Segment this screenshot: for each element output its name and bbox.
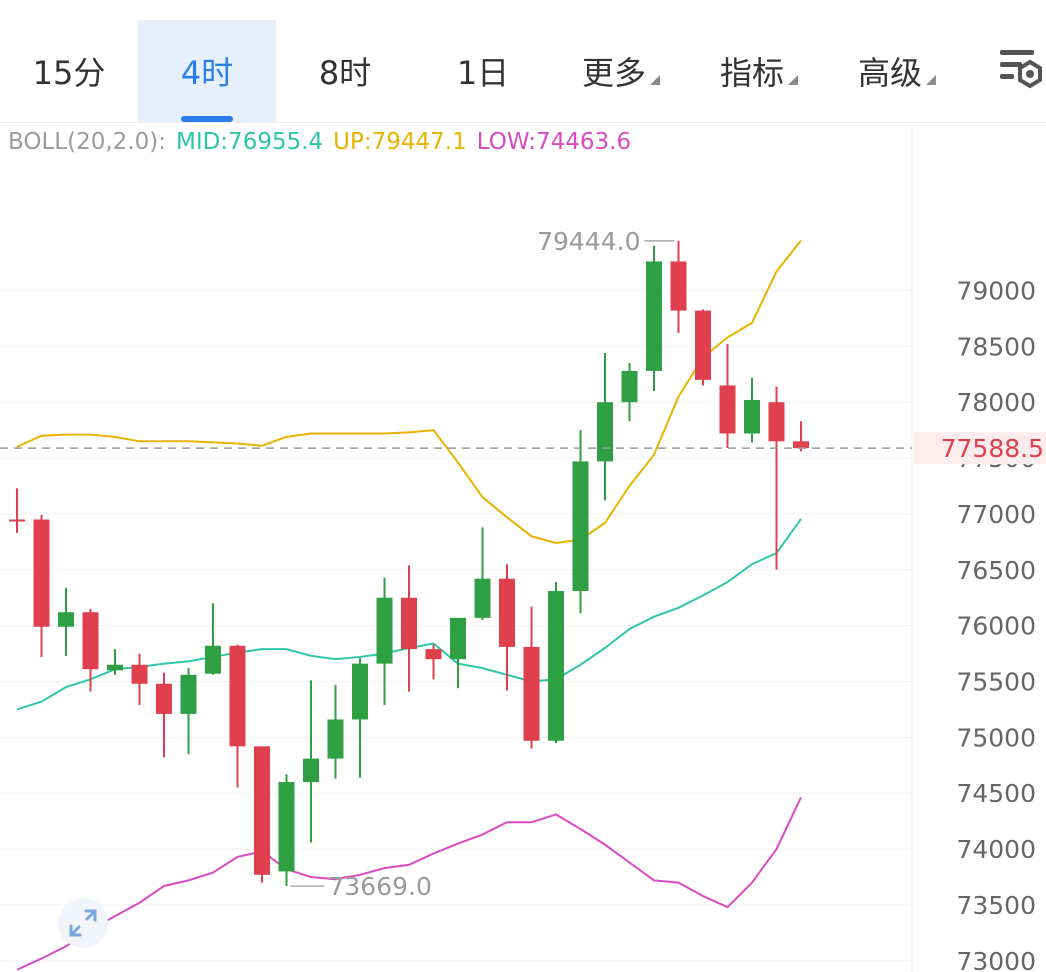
candle-body bbox=[646, 261, 662, 371]
candle-body bbox=[9, 519, 25, 522]
y-tick-label: 75500 bbox=[956, 668, 1036, 697]
candle-body bbox=[670, 261, 687, 311]
y-tick-label: 73500 bbox=[956, 891, 1036, 920]
y-tick-label: 78500 bbox=[956, 332, 1036, 361]
candle-body bbox=[205, 645, 221, 674]
candle-body bbox=[278, 782, 295, 872]
current-price-badge bbox=[914, 432, 1046, 465]
y-tick-label: 77000 bbox=[956, 500, 1036, 529]
candle-body bbox=[597, 402, 613, 462]
candle-body bbox=[327, 719, 344, 759]
dropdown-caret-icon bbox=[650, 75, 660, 85]
dropdown-caret-icon bbox=[926, 75, 936, 85]
boll-mid: MID:76955.4 bbox=[175, 129, 324, 155]
boll-up: UP:79447.1 bbox=[333, 129, 467, 155]
tab-5[interactable]: 指标 bbox=[690, 20, 828, 122]
candle-body bbox=[474, 578, 491, 618]
candle-body bbox=[303, 758, 319, 783]
expand-arrows-icon[interactable] bbox=[58, 898, 108, 948]
tab-1[interactable]: 4时 bbox=[138, 20, 276, 122]
boll-legend: BOLL(20,2.0): MID:76955.4 UP:79447.1 LOW… bbox=[8, 124, 631, 160]
tabs-divider bbox=[0, 122, 1046, 123]
candle-body bbox=[523, 646, 540, 741]
tab-label: 1日 bbox=[456, 54, 510, 92]
chart-settings-icon[interactable] bbox=[992, 44, 1046, 100]
candlestick-chart[interactable]: 7900078500780007750077000765007600075500… bbox=[0, 122, 1046, 972]
candle-body bbox=[572, 461, 589, 592]
y-tick-label: 74000 bbox=[956, 835, 1036, 864]
candle-body bbox=[229, 645, 246, 747]
candle-body bbox=[254, 746, 270, 875]
tab-6[interactable]: 高级 bbox=[828, 20, 966, 122]
candle-body bbox=[695, 310, 711, 380]
candle-body bbox=[621, 370, 638, 403]
candle-body bbox=[744, 399, 760, 434]
tab-label: 高级 bbox=[857, 54, 922, 92]
current-price-label: 77588.5 bbox=[941, 434, 1044, 463]
candle-body bbox=[33, 519, 50, 627]
candle-body bbox=[107, 664, 123, 671]
candle-body bbox=[376, 597, 393, 664]
tab-label: 15分 bbox=[32, 54, 106, 92]
tab-4[interactable]: 更多 bbox=[552, 20, 690, 122]
candle-body bbox=[719, 385, 736, 434]
candle-body bbox=[768, 402, 785, 442]
boll-upper-line bbox=[16, 239, 802, 544]
dropdown-caret-icon bbox=[788, 75, 798, 85]
candle-body bbox=[58, 612, 74, 627]
active-tab-indicator bbox=[181, 116, 233, 122]
tab-0[interactable]: 15分 bbox=[0, 20, 138, 122]
y-tick-label: 74500 bbox=[956, 779, 1036, 808]
expand-glyph bbox=[69, 909, 97, 937]
y-tick-label: 79000 bbox=[956, 276, 1036, 305]
candle-body bbox=[156, 683, 172, 714]
settings-glyph bbox=[1000, 50, 1042, 89]
tab-3[interactable]: 1日 bbox=[414, 20, 552, 122]
candle-body bbox=[450, 617, 466, 660]
tab-label: 4时 bbox=[180, 54, 234, 92]
min-price-label: 73669.0 bbox=[329, 872, 432, 901]
boll-lower-line bbox=[16, 796, 802, 971]
max-price-label: 79444.0 bbox=[537, 227, 640, 256]
y-tick-label: 73000 bbox=[956, 947, 1036, 972]
interval-tabs: 15分 4时 8时 1日 更多 指标 高级 bbox=[0, 0, 1046, 122]
y-tick-label: 75000 bbox=[956, 723, 1036, 752]
candle-body bbox=[401, 597, 417, 650]
tab-2[interactable]: 8时 bbox=[276, 20, 414, 122]
candle-body bbox=[82, 612, 99, 670]
y-tick-label: 76500 bbox=[956, 556, 1036, 585]
candle-body bbox=[180, 674, 197, 714]
y-tick-label: 78000 bbox=[956, 388, 1036, 417]
y-tick-label: 76000 bbox=[956, 612, 1036, 641]
boll-label: BOLL(20,2.0): bbox=[8, 129, 166, 155]
candle-body bbox=[352, 663, 368, 720]
tab-label: 指标 bbox=[719, 54, 784, 92]
candle-body bbox=[793, 441, 809, 449]
tab-label: 8时 bbox=[318, 54, 372, 92]
candle-body bbox=[548, 591, 564, 741]
boll-low: LOW:74463.6 bbox=[476, 129, 632, 155]
tab-label: 更多 bbox=[581, 54, 646, 92]
candle-body bbox=[131, 664, 148, 684]
candle-body bbox=[425, 649, 442, 660]
candle-body bbox=[499, 578, 515, 647]
